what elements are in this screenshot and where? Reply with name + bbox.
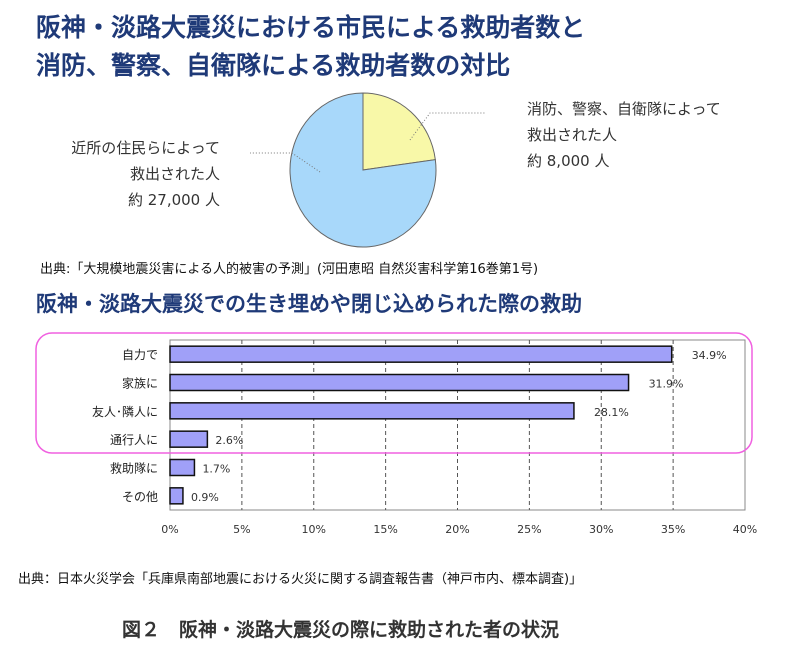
pie-label-neighbors: 近所の住民らによって 救出された人 約 27,000 人 (71, 135, 220, 213)
leader-line (409, 112, 485, 141)
x-tick-label: 20% (445, 523, 469, 536)
value-label: 28.1% (594, 406, 629, 419)
pie-slice (362, 92, 436, 171)
category-label: その他 (122, 490, 158, 504)
pie-label-line: 救出された人 (527, 126, 618, 144)
bar (169, 345, 673, 363)
bar (169, 430, 209, 448)
pie-slice (289, 92, 437, 248)
pie-source: 出典:「大規模地震災害による人的被害の予測」(河田恵昭 自然災害科学第16巻第1… (40, 262, 539, 277)
bar (169, 487, 184, 505)
x-tick-label: 30% (589, 523, 613, 536)
pie-label-line: 救出された人 (129, 165, 220, 183)
pie-label-line: 約 8,000 人 (527, 152, 610, 170)
category-label: 友人･隣人に (92, 404, 158, 419)
pie-label-rescue-services: 消防、警察、自衛隊によって 救出された人 約 8,000 人 (527, 96, 721, 174)
figure-caption: 図２ 阪神・淡路大震災の際に救助された者の状況 (122, 619, 560, 641)
value-label: 0.9% (191, 491, 219, 504)
pie-label-line: 近所の住民らによって (71, 139, 220, 157)
pie-label-line: 消防、警察、自衛隊によって (527, 100, 721, 118)
x-tick-label: 10% (302, 523, 326, 536)
title-line-1: 阪神・淡路大震災における市民による救助者数と (36, 13, 586, 42)
bar-chart: 0% 5% 10% 15% 20% 25% 30% 35% 40% 自力で 34.9% 家族に 31.9… (35, 332, 757, 536)
category-label: 救助隊に (110, 461, 158, 476)
x-tick-label: 15% (373, 523, 397, 536)
x-tick-label: 25% (517, 523, 541, 536)
pie-label-line: 約 27,000 人 (127, 191, 220, 209)
highlight-frame (35, 332, 753, 454)
value-label: 1.7% (202, 463, 230, 476)
pie-chart (250, 92, 485, 248)
x-tick-label: 5% (233, 523, 250, 536)
value-label: 31.9% (649, 378, 684, 391)
x-tick-label: 40% (733, 523, 757, 536)
category-label: 自力で (122, 348, 158, 362)
x-tick-label: 35% (661, 523, 685, 536)
category-label: 通行人に (110, 433, 158, 447)
x-tick-label: 0% (161, 523, 178, 536)
bar (169, 402, 575, 420)
value-label: 34.9% (692, 349, 727, 362)
bar-source: 出典：日本火災学会「兵庫県南部地震における火災に関する調査報告書（神戸市内、標本… (18, 572, 583, 587)
title-line-2: 消防、警察、自衛隊による救助者数の対比 (36, 51, 511, 80)
category-label: 家族に (122, 376, 158, 391)
bar-chart-title: 阪神・淡路大震災での生き埋めや閉じ込められた際の救助 (36, 292, 582, 316)
value-label: 2.6% (215, 434, 243, 447)
bar (169, 373, 630, 392)
leader-line (250, 152, 321, 173)
bar (169, 458, 196, 477)
